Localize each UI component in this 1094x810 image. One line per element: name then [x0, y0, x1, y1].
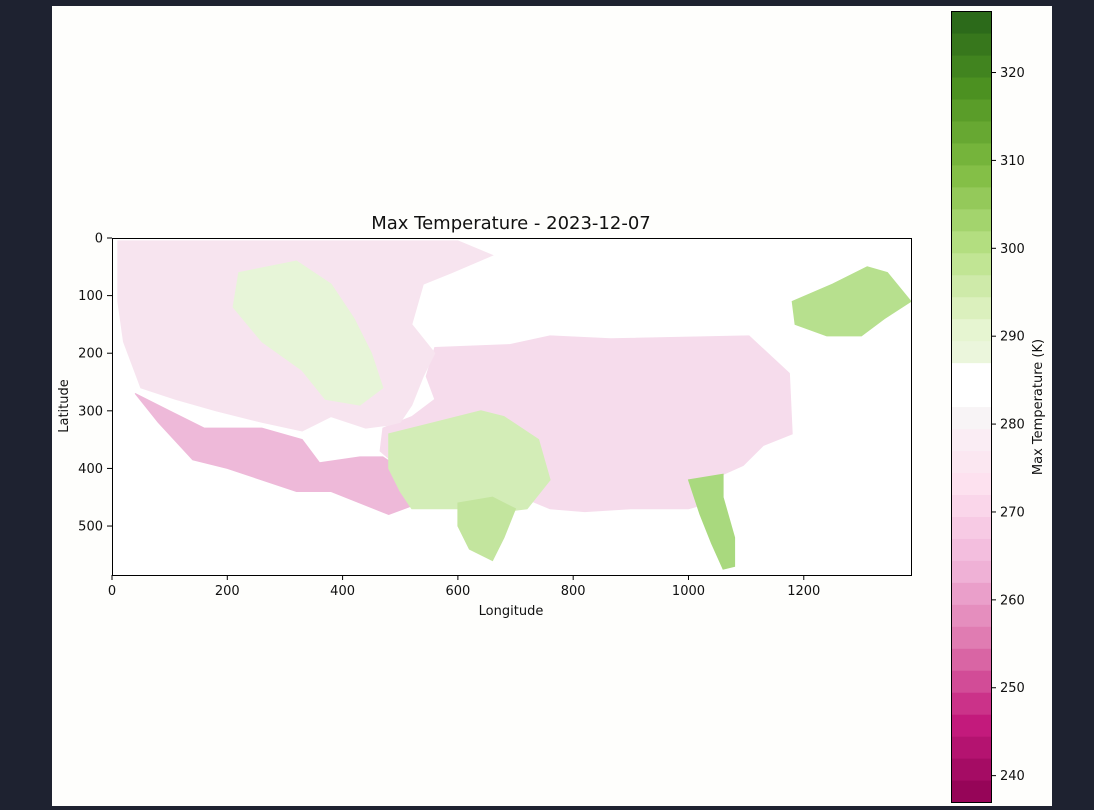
colorbar-level [951, 142, 991, 166]
colorbar-tick-label: 300 [1000, 242, 1025, 257]
colorbar-level [951, 362, 991, 386]
map-region-central-eastern-us: Central & Eastern US [232, 260, 384, 406]
plot-area: Northern Rockies & PlainsCentral Rockies… [112, 238, 912, 576]
window-top-border [0, 0, 1094, 6]
y-tick-label: 100 [78, 289, 103, 304]
colorbar-label: Max Temperature (K) [1031, 339, 1046, 475]
colorbar-level [951, 780, 991, 803]
colorbar-level [951, 494, 991, 517]
colorbar-level [951, 120, 991, 144]
x-tick-label: 200 [215, 584, 240, 599]
map-region-florida: Florida [791, 266, 911, 337]
colorbar-level [951, 714, 991, 737]
colorbar-level [951, 604, 991, 627]
colorbar-tick-label: 270 [1000, 505, 1025, 520]
colorbar-level [951, 406, 991, 430]
colorbar-frame [951, 11, 992, 803]
colorbar-level [951, 296, 991, 320]
x-tick-label: 800 [561, 584, 586, 599]
map-region-south-texas: South Texas [687, 473, 736, 570]
colorbar-level [951, 384, 991, 408]
colorbar-level [951, 274, 991, 298]
y-tick-label: 200 [78, 347, 103, 362]
colorbar-tick-label: 250 [1000, 681, 1025, 696]
colorbar-level [951, 208, 991, 232]
figure-canvas: Max Temperature - 2023-12-07 Northern Ro… [52, 6, 1052, 806]
colorbar-level [951, 252, 991, 276]
colorbar-level [951, 340, 991, 364]
colorbar-level [951, 98, 991, 122]
y-tick-label: 400 [78, 462, 103, 477]
colorbar-level [951, 692, 991, 715]
x-tick-label: 600 [445, 584, 470, 599]
y-axis: 0 100 200 300 400 500 [78, 232, 112, 535]
colorbar-level [951, 582, 991, 605]
colorbar-tick-label: 320 [1000, 66, 1025, 81]
colorbar-level [951, 516, 991, 539]
x-axis-label: Longitude [479, 604, 544, 619]
colorbar-level [951, 32, 991, 56]
colorbar-level [951, 186, 991, 210]
chart-title: Max Temperature - 2023-12-07 [371, 213, 651, 234]
colorbar-tick-label: 260 [1000, 593, 1025, 608]
y-tick-label: 0 [95, 232, 103, 247]
colorbar-level [951, 736, 991, 759]
colorbar-tick-label: 240 [1000, 769, 1025, 784]
x-tick-label: 1000 [672, 584, 705, 599]
colorbar-tick-label: 280 [1000, 418, 1025, 433]
colorbar-level [951, 560, 991, 583]
y-axis-label: Latitude [57, 379, 72, 433]
colorbar-level [951, 758, 991, 781]
plot-frame [112, 238, 912, 576]
colorbar-level [951, 472, 991, 495]
colorbar-level [951, 538, 991, 561]
figure-svg: Max Temperature - 2023-12-07 Northern Ro… [57, 11, 1046, 803]
colorbar-level [951, 76, 991, 100]
x-axis: 0 200 400 600 800 1000 1200 [108, 575, 820, 599]
y-tick-label: 300 [78, 404, 103, 419]
x-tick-label: 400 [330, 584, 355, 599]
colorbar-level [951, 54, 991, 78]
colorbar-level [951, 318, 991, 342]
colorbar-level [951, 626, 991, 649]
x-tick-label: 0 [108, 584, 116, 599]
colorbar-level [951, 11, 991, 34]
colorbar-level [951, 230, 991, 254]
colorbar-level [951, 428, 991, 452]
colorbar-level [951, 164, 991, 188]
map-region-texas: Texas [457, 496, 517, 562]
y-tick-label: 500 [78, 520, 103, 535]
colorbar: 240 250 260 270 280 290 300 310 320 [951, 11, 1025, 803]
x-tick-label: 1200 [787, 584, 820, 599]
colorbar-tick-label: 290 [1000, 330, 1025, 345]
colorbar-level [951, 670, 991, 693]
colorbar-tick-label: 310 [1000, 154, 1025, 169]
temperature-map: Northern Rockies & PlainsCentral Rockies… [117, 240, 911, 570]
colorbar-level [951, 450, 991, 474]
colorbar-level [951, 648, 991, 671]
